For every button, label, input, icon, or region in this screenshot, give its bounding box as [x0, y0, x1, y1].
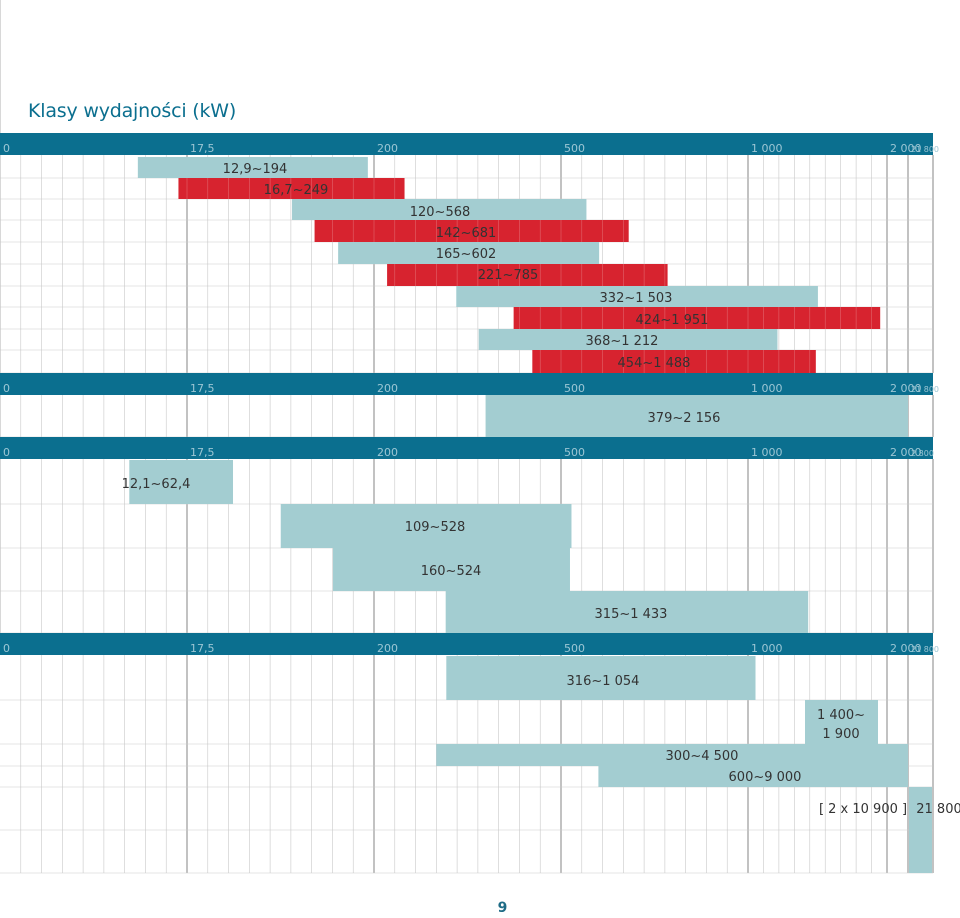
axis-tick-label: 21 800 — [911, 145, 939, 154]
axis-tick-label: 200 — [377, 446, 398, 459]
range-bar — [333, 548, 570, 591]
axis-tick-label: 17,5 — [190, 446, 215, 459]
page-edge-line — [0, 0, 1, 640]
range-label: 315~1 433 — [595, 607, 668, 622]
range-bar — [178, 178, 405, 199]
range-bar — [137, 157, 368, 178]
page-number: 9 — [497, 900, 508, 916]
range-bar — [485, 395, 908, 437]
axis-tick-label: 200 — [377, 642, 398, 655]
axis-tick-label: 21 800 — [911, 385, 939, 394]
axis-tick-label: 17,5 — [190, 382, 215, 395]
axis-tick-label: 1 000 — [751, 642, 783, 655]
range-bar — [338, 242, 600, 264]
axis-tick-label: 500 — [564, 446, 585, 459]
range-bar — [805, 700, 878, 744]
axis-tick-label: 2 000 — [890, 142, 922, 155]
axis-tick-label: 0 — [3, 382, 10, 395]
range-bar — [478, 329, 778, 350]
axis-tick-label: 1 000 — [751, 382, 783, 395]
axis-header-band — [0, 133, 933, 155]
range-label: 16,7~249 — [264, 183, 329, 198]
range-label: [ 2 x 10 900 ] — [819, 802, 907, 817]
axis-tick-label: 200 — [377, 382, 398, 395]
page-title: Klasy wydajności (kW) — [28, 100, 237, 122]
axis-tick-label: 500 — [564, 142, 585, 155]
range-bar — [129, 460, 234, 504]
axis-tick-label: 2 800 — [911, 449, 934, 458]
range-label: 160~524 — [421, 564, 482, 579]
range-label: 454~1 488 — [618, 356, 691, 371]
axis-tick-label: 21 800 — [911, 645, 939, 654]
range-bar — [314, 220, 629, 242]
range-bar — [598, 766, 908, 787]
axis-header-band — [0, 373, 933, 395]
range-bar — [456, 286, 818, 307]
range-label: 109~528 — [405, 520, 466, 535]
axis-tick-label: 500 — [564, 642, 585, 655]
range-bar — [909, 787, 932, 873]
axis-tick-label: 2 000 — [890, 642, 922, 655]
range-bar — [292, 199, 587, 220]
axis-tick-label: 1 000 — [751, 142, 783, 155]
range-bar — [513, 307, 881, 329]
axis-tick-label: 17,5 — [190, 142, 215, 155]
axis-header-band — [0, 437, 933, 459]
range-label: 300~4 500 — [666, 749, 739, 764]
range-label: 12,1~62,4 — [122, 477, 191, 492]
axis-tick-label: 200 — [377, 142, 398, 155]
axis-tick-label: 2 000 — [890, 446, 922, 459]
range-bar — [436, 744, 908, 766]
range-bar — [532, 350, 816, 373]
range-label: 1 900 — [822, 727, 859, 742]
range-label: 165~602 — [436, 247, 497, 262]
axis-tick-label: 500 — [564, 382, 585, 395]
range-label: 142~681 — [436, 226, 497, 241]
axis-tick-label: 2 000 — [890, 382, 922, 395]
axis-tick-label: 1 000 — [751, 446, 783, 459]
range-label: 379~2 156 — [648, 411, 721, 426]
range-label: 424~1 951 — [636, 313, 709, 328]
axis-header-band — [0, 633, 933, 655]
axis-tick-label: 0 — [3, 446, 10, 459]
axis-tick-label: 0 — [3, 642, 10, 655]
range-label: 600~9 000 — [729, 770, 802, 785]
range-bar — [445, 591, 809, 633]
range-bar — [446, 656, 756, 700]
axis-tick-label: 17,5 — [190, 642, 215, 655]
range-label: 221~785 — [478, 268, 539, 283]
range-label: 316~1 054 — [567, 674, 640, 689]
axis-tick-label: 0 — [3, 142, 10, 155]
range-label: 332~1 503 — [600, 291, 673, 306]
range-label: 1 400~ — [817, 708, 865, 723]
range-label: 21 800 — [916, 802, 960, 817]
range-label: 12,9~194 — [223, 162, 288, 177]
range-label: 368~1 212 — [586, 334, 659, 349]
range-bar — [280, 504, 572, 548]
range-label: 120~568 — [410, 205, 471, 220]
